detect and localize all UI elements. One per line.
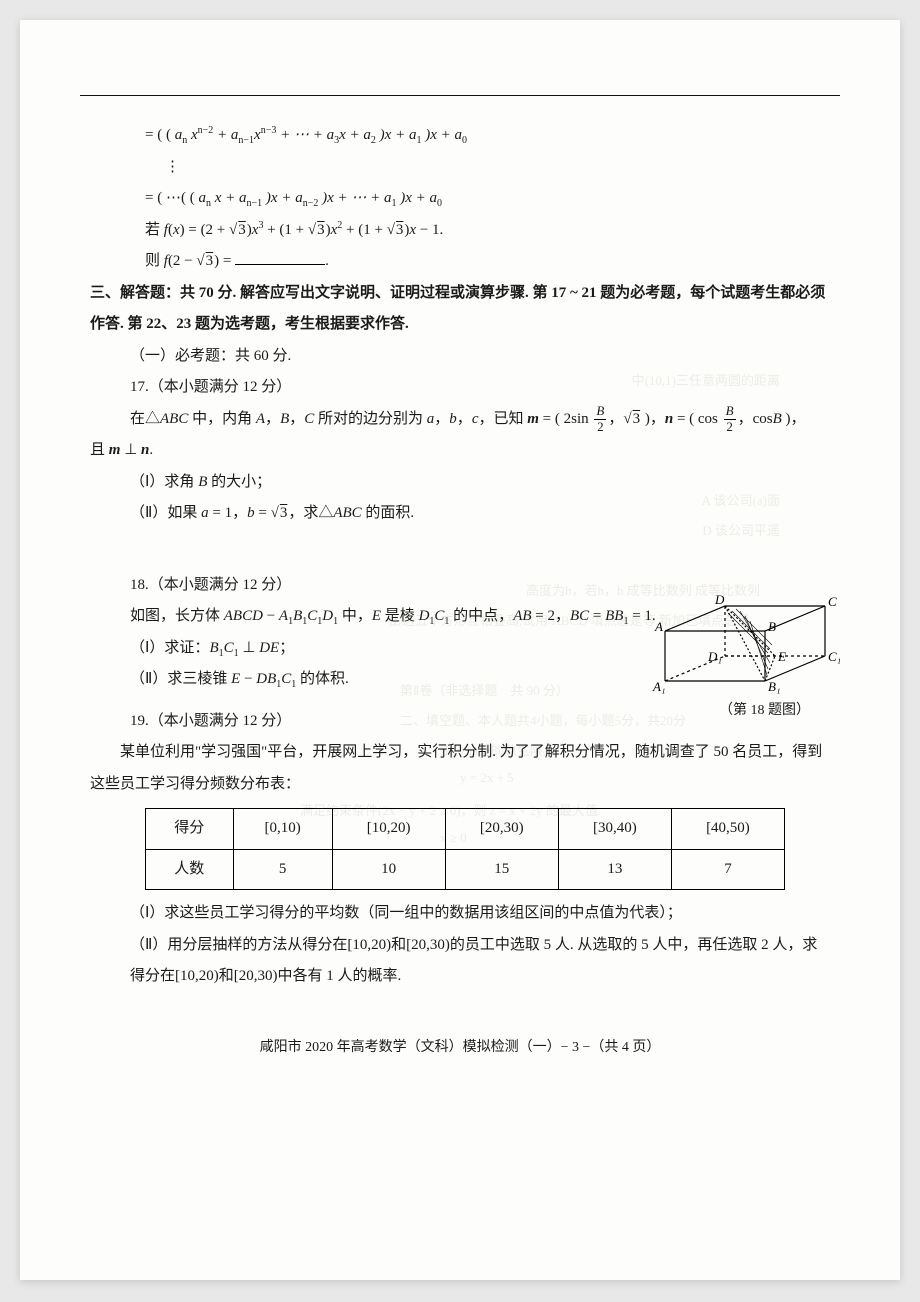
q17-part1: （Ⅰ）求角 B 的大小； [90,467,830,499]
table-cell: 10 [332,849,445,890]
table-cell: 5 [233,849,332,890]
eq-sign: = ( ( [145,127,175,143]
page-footer: 咸阳市 2020 年高考数学（文科）模拟检测（一）− 3 −（共 4 页） [90,1033,830,1062]
table-cell: 13 [558,849,671,890]
q19-body: 某单位利用"学习强国"平台，开展网上学习，实行积分制. 为了了解积分情况，随机调… [90,737,830,800]
q17-header: 17.（本小题满分 12 分） [90,372,830,404]
figure-label: （第 18 题图） [719,696,810,725]
poly-expr: an x + an−1 )x + an−2 )x + ⋯ + a1 )x + a… [198,190,442,206]
vertex-A1: A₁ [652,679,665,694]
vertex-D1: D₁ [707,649,722,664]
vertex-E: E [777,649,786,664]
table-header: [30,40) [558,809,671,850]
table-header: [20,30) [445,809,558,850]
frequency-table: 得分 [0,10) [10,20) [20,30) [30,40) [40,50… [145,808,785,890]
horner-line-2: = ( ⋯( ( an x + an−1 )x + an−2 )x + ⋯ + … [90,183,830,215]
q18-body-row: 如图，长方体 ABCD − A1B1C1D1 中，E 是棱 D1C1 的中点，A… [90,601,830,696]
table-cell: 15 [445,849,558,890]
eq-sign: = ( ⋯( ( [145,190,198,206]
table-row: 人数 5 10 15 13 7 [146,849,785,890]
example-fx: 若 f(x) = (2 + √3)x3 + (1 + √3)x2 + (1 + … [90,215,830,247]
vertex-B: B [768,619,776,634]
answer-blank [235,250,325,265]
exam-page: = ( ( an xn−2 + an−1xn−3 + ⋯ + a3x + a2 … [20,20,900,1280]
vertex-C: C [828,594,837,609]
vertex-B1: B₁ [768,679,780,694]
sub-section-1: （一）必考题：共 60 分. [90,341,830,373]
vertex-D: D [714,592,725,607]
table-header-row: 得分 [0,10) [10,20) [20,30) [30,40) [40,50… [146,809,785,850]
section-3-title: 三、解答题：共 70 分. 解答应写出文字说明、证明过程或演算步骤. 第 17 … [90,278,830,341]
cuboid-figure: A B C D A₁ B₁ C₁ D₁ E [650,591,840,696]
table-header: [40,50) [671,809,784,850]
table-header: [0,10) [233,809,332,850]
vertex-C1: C₁ [828,649,840,664]
q17-cond: 且 m ⊥ n. [90,435,830,467]
page-content: = ( ( an xn−2 + an−1xn−3 + ⋯ + a3x + a2 … [90,120,830,1062]
q19-part1: （Ⅰ）求这些员工学习得分的平均数（同一组中的数据用该组区间的中点值为代表）； [90,898,830,930]
q17-part2: （Ⅱ）如果 a = 1，b = √3，求△ABC 的面积. [90,498,830,530]
q17-body: 在△ABC 中，内角 A，B，C 所对的边分别为 a，b，c，已知 m = ( … [90,404,830,436]
table-header: [10,20) [332,809,445,850]
table-header: 得分 [146,809,234,850]
poly-expr: an xn−2 + an−1xn−3 + ⋯ + a3x + a2 )x + a… [175,127,467,143]
vertex-A: A [654,619,663,634]
horner-line-1: = ( ( an xn−2 + an−1xn−3 + ⋯ + a3x + a2 … [90,120,830,152]
vdots: ⋮ [90,152,830,184]
table-cell: 7 [671,849,784,890]
table-cell: 人数 [146,849,234,890]
example-eval: 则 f(2 − √3) = . [90,246,830,278]
q19-part2: （Ⅱ）用分层抽样的方法从得分在[10,20)和[20,30)的员工中选取 5 人… [90,930,830,993]
